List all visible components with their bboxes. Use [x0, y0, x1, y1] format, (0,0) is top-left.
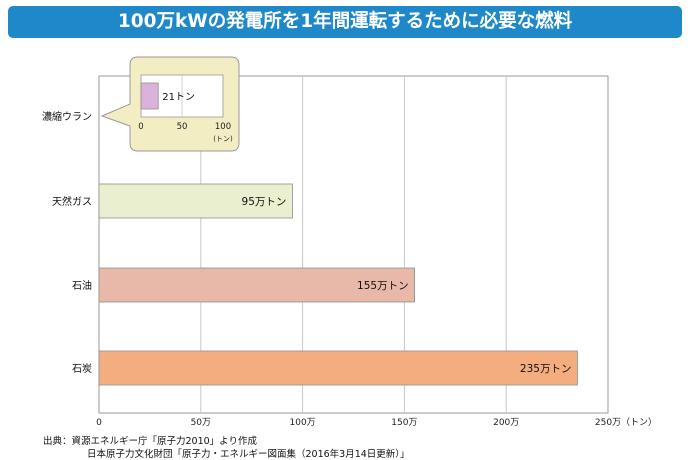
- bar-value-label: 235万トン: [520, 363, 572, 375]
- source-line-2: 日本原子力文化財団「原子力・エネルギー図面集（2016年3月14日更新）」: [87, 449, 410, 460]
- x-tick-label: 100万: [290, 418, 316, 428]
- inset-x-tick-label: 100: [215, 122, 231, 132]
- x-tick-label: 0: [96, 418, 102, 428]
- category-label: 石炭: [72, 363, 92, 375]
- inset-x-axis-unit: (トン): [213, 135, 233, 143]
- source-line-1: 出典：資源エネルギー庁「原子力2010」より作成: [43, 436, 257, 447]
- inset-value-label: 21トン: [162, 92, 195, 103]
- inset-bar: [140, 82, 159, 110]
- bar: [98, 183, 293, 219]
- inset-x-tick-label: 50: [177, 122, 188, 132]
- title-banner: 100万kWの発電所を1年間運転するために必要な燃料: [8, 6, 682, 38]
- chart-title: 100万kWの発電所を1年間運転するために必要な燃料: [117, 11, 573, 32]
- x-axis-unit: （トン）: [621, 417, 657, 428]
- x-tick-label: 150万: [391, 418, 417, 428]
- inset-x-tick-label: 0: [138, 122, 143, 132]
- bar: [98, 350, 578, 386]
- category-label: 石油: [72, 279, 92, 292]
- x-tick-label: 200万: [493, 418, 519, 428]
- x-tick-label: 250万: [595, 418, 621, 428]
- category-label: 濃縮ウラン: [42, 110, 92, 123]
- bar: [98, 267, 415, 303]
- category-label: 天然ガス: [52, 195, 92, 208]
- bar-value-label: 155万トン: [357, 280, 409, 292]
- plot-frame: [98, 75, 609, 414]
- bar-value-label: 95万トン: [242, 196, 287, 208]
- x-tick-label: 50万: [191, 418, 211, 428]
